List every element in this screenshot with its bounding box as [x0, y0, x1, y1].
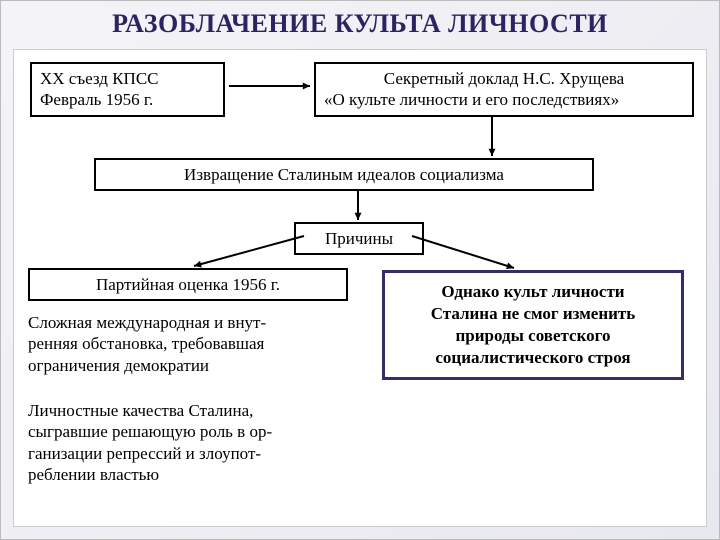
arrow-report-distortion [489, 116, 496, 156]
arrow-distortion-causes [355, 190, 362, 220]
node-conclusion: Однако культ личности Сталина не смог из… [382, 270, 684, 380]
text-international: Сложная международная и внут-ренняя обст… [28, 312, 358, 376]
node-conclusion-l3: природы советского [395, 325, 671, 347]
node-conclusion-l2: Сталина не смог изменить [395, 303, 671, 325]
node-congress-line1: XX съезд КПСС [40, 68, 215, 89]
node-party-eval: Партийная оценка 1956 г. [28, 268, 348, 301]
node-conclusion-l4: социалистического строя [395, 347, 671, 369]
node-distortion: Извращение Сталиным идеалов социализма [94, 158, 594, 191]
node-report-line1: Секретный доклад Н.С. Хрущева [324, 68, 684, 89]
node-report-line2: «О культе личности и его последствиях» [324, 89, 684, 110]
arrow-causes-conclusion [412, 236, 514, 269]
arrow-congress-report [229, 83, 310, 90]
slide: РАЗОБЛАЧЕНИЕ КУЛЬТА ЛИЧНОСТИ XX съезд КП… [0, 0, 720, 540]
node-conclusion-l1: Однако культ личности [395, 281, 671, 303]
node-congress-line2: Февраль 1956 г. [40, 89, 215, 110]
node-congress: XX съезд КПСС Февраль 1956 г. [30, 62, 225, 117]
node-causes: Причины [294, 222, 424, 255]
node-report: Секретный доклад Н.С. Хрущева «О культе … [314, 62, 694, 117]
slide-title: РАЗОБЛАЧЕНИЕ КУЛЬТА ЛИЧНОСТИ [1, 9, 719, 39]
node-party-eval-text: Партийная оценка 1956 г. [96, 275, 280, 294]
node-distortion-text: Извращение Сталиным идеалов социализма [184, 165, 504, 184]
diagram-area: XX съезд КПСС Февраль 1956 г. Секретный … [13, 49, 707, 527]
node-causes-text: Причины [325, 229, 393, 248]
arrow-causes-party_eval [194, 236, 304, 267]
text-qualities: Личностные качества Сталина,сыгравшие ре… [28, 400, 358, 485]
